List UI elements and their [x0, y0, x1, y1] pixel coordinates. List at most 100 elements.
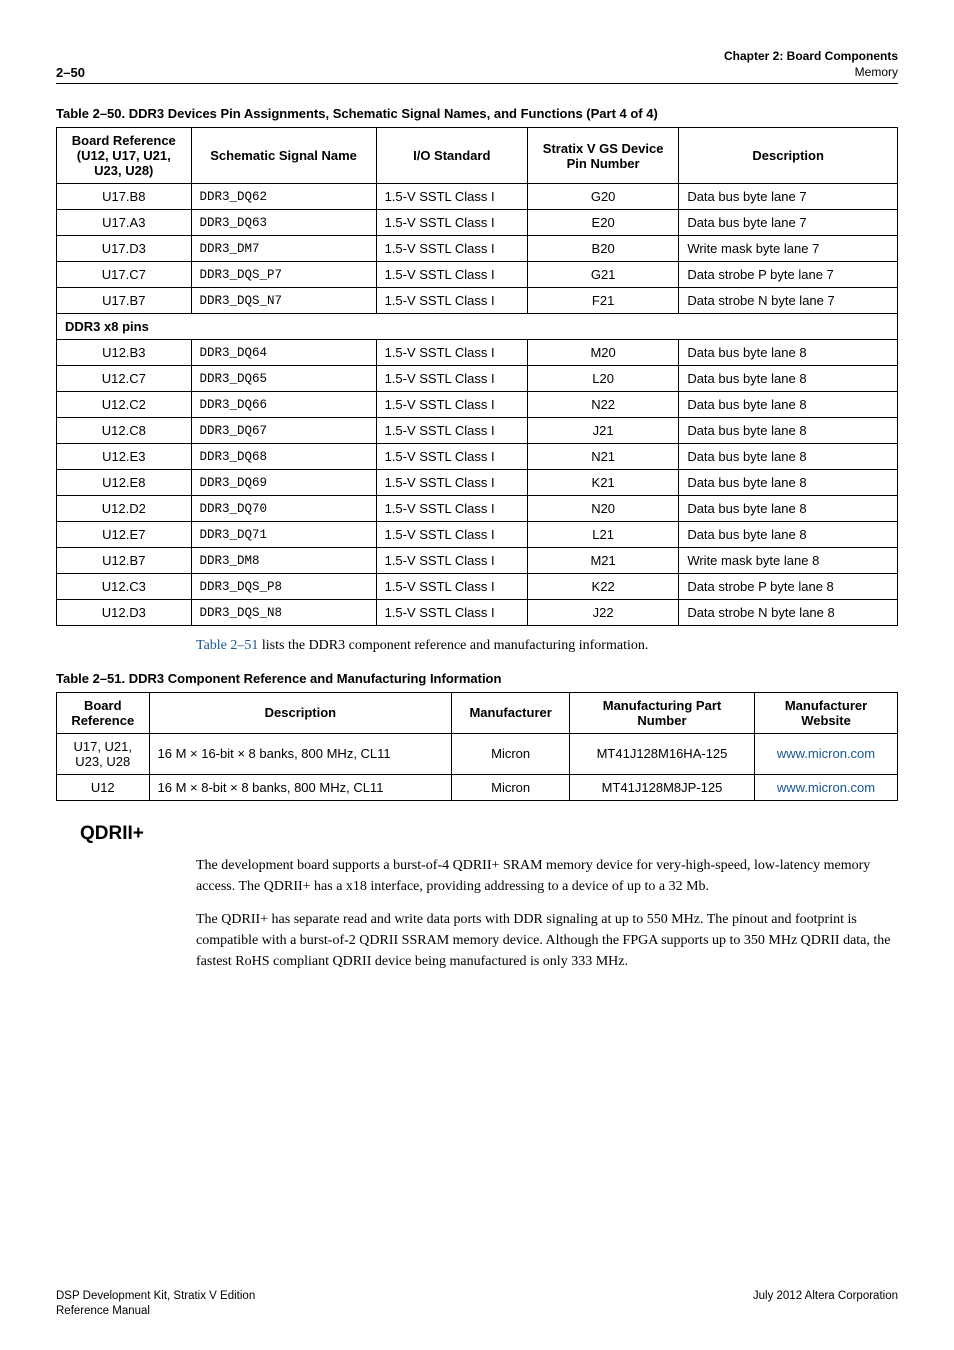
cell-ref: U12.E8	[57, 470, 192, 496]
table-row: U17, U21, U23, U2816 M × 16-bit × 8 bank…	[57, 733, 898, 774]
cell-part: MT41J128M16HA-125	[569, 733, 754, 774]
col-header: Schematic Signal Name	[191, 128, 376, 184]
cell-ref: U12.B7	[57, 548, 192, 574]
col-header: Board Reference (U12, U17, U21, U23, U28…	[57, 128, 192, 184]
cell-io: 1.5-V SSTL Class I	[376, 210, 527, 236]
cell-io: 1.5-V SSTL Class I	[376, 262, 527, 288]
cell-signal: DDR3_DQ71	[191, 522, 376, 548]
cell-mfr: Micron	[452, 733, 570, 774]
table-row: U1216 M × 8-bit × 8 banks, 800 MHz, CL11…	[57, 774, 898, 800]
cell-signal: DDR3_DQ66	[191, 392, 376, 418]
cell-ref: U12.C3	[57, 574, 192, 600]
cell-website[interactable]: www.micron.com	[755, 774, 898, 800]
cell-io: 1.5-V SSTL Class I	[376, 470, 527, 496]
table-row: U12.B3DDR3_DQ641.5-V SSTL Class IM20Data…	[57, 340, 898, 366]
col-header: Manufacturing Part Number	[569, 692, 754, 733]
cell-io: 1.5-V SSTL Class I	[376, 574, 527, 600]
cell-io: 1.5-V SSTL Class I	[376, 522, 527, 548]
cell-ref: U17.C7	[57, 262, 192, 288]
cell-pin: M21	[527, 548, 678, 574]
cell-website[interactable]: www.micron.com	[755, 733, 898, 774]
table-50-caption: Table 2–50. DDR3 Devices Pin Assignments…	[56, 106, 898, 121]
cell-desc: Data bus byte lane 8	[679, 366, 898, 392]
cell-pin: F21	[527, 288, 678, 314]
cell-desc: 16 M × 8-bit × 8 banks, 800 MHz, CL11	[149, 774, 452, 800]
cell-signal: DDR3_DQ68	[191, 444, 376, 470]
bridge-rest: lists the DDR3 component reference and m…	[258, 638, 648, 653]
col-header: Manufacturer	[452, 692, 570, 733]
cell-desc: Data strobe N byte lane 8	[679, 600, 898, 626]
cell-io: 1.5-V SSTL Class I	[376, 288, 527, 314]
cell-io: 1.5-V SSTL Class I	[376, 496, 527, 522]
cell-desc: Data strobe P byte lane 8	[679, 574, 898, 600]
section-cell: DDR3 x8 pins	[57, 314, 898, 340]
cell-ref: U12.B3	[57, 340, 192, 366]
cell-desc: Data bus byte lane 8	[679, 522, 898, 548]
table-header-row: Board Reference (U12, U17, U21, U23, U28…	[57, 128, 898, 184]
cell-desc: Data bus byte lane 8	[679, 392, 898, 418]
cell-desc: Data bus byte lane 7	[679, 210, 898, 236]
table-row: U17.B7DDR3_DQS_N71.5-V SSTL Class IF21Da…	[57, 288, 898, 314]
cell-pin: N22	[527, 392, 678, 418]
cell-io: 1.5-V SSTL Class I	[376, 236, 527, 262]
cell-signal: DDR3_DQ67	[191, 418, 376, 444]
table-51: Board Reference Description Manufacturer…	[56, 692, 898, 801]
cell-pin: G20	[527, 184, 678, 210]
cell-ref: U17, U21, U23, U28	[57, 733, 150, 774]
table-row: U12.E7DDR3_DQ711.5-V SSTL Class IL21Data…	[57, 522, 898, 548]
cell-ref: U12.D2	[57, 496, 192, 522]
cell-pin: E20	[527, 210, 678, 236]
page-footer: DSP Development Kit, Stratix V Edition R…	[56, 1289, 898, 1320]
cell-signal: DDR3_DQ69	[191, 470, 376, 496]
cell-io: 1.5-V SSTL Class I	[376, 184, 527, 210]
cell-ref: U12.C7	[57, 366, 192, 392]
cell-pin: G21	[527, 262, 678, 288]
table-row: U12.D3DDR3_DQS_N81.5-V SSTL Class IJ22Da…	[57, 600, 898, 626]
cell-desc: Data bus byte lane 8	[679, 444, 898, 470]
cell-pin: N20	[527, 496, 678, 522]
cell-ref: U17.D3	[57, 236, 192, 262]
cell-desc: Write mask byte lane 8	[679, 548, 898, 574]
cell-signal: DDR3_DM7	[191, 236, 376, 262]
cell-io: 1.5-V SSTL Class I	[376, 392, 527, 418]
bridge-paragraph: Table 2–51 lists the DDR3 component refe…	[196, 636, 898, 656]
table-row: U12.D2DDR3_DQ701.5-V SSTL Class IN20Data…	[57, 496, 898, 522]
table-row: U12.C2DDR3_DQ661.5-V SSTL Class IN22Data…	[57, 392, 898, 418]
cell-desc: Data bus byte lane 7	[679, 184, 898, 210]
cell-signal: DDR3_DM8	[191, 548, 376, 574]
cell-desc: 16 M × 16-bit × 8 banks, 800 MHz, CL11	[149, 733, 452, 774]
qdr-paragraph-2: The QDRII+ has separate read and write d…	[196, 909, 898, 972]
section-label: Memory	[724, 64, 898, 80]
table-ref-link[interactable]: Table 2–51	[196, 638, 258, 653]
qdrii-heading: QDRII+	[80, 823, 898, 845]
cell-signal: DDR3_DQ70	[191, 496, 376, 522]
cell-part: MT41J128M8JP-125	[569, 774, 754, 800]
footer-left: DSP Development Kit, Stratix V Edition R…	[56, 1289, 255, 1320]
cell-pin: K21	[527, 470, 678, 496]
table-row: U17.C7DDR3_DQS_P71.5-V SSTL Class IG21Da…	[57, 262, 898, 288]
cell-desc: Data bus byte lane 8	[679, 470, 898, 496]
table-51-caption: Table 2–51. DDR3 Component Reference and…	[56, 671, 898, 686]
table-row: U17.A3DDR3_DQ631.5-V SSTL Class IE20Data…	[57, 210, 898, 236]
footer-subtitle: Reference Manual	[56, 1304, 255, 1320]
cell-io: 1.5-V SSTL Class I	[376, 418, 527, 444]
page-header: 2–50 Chapter 2: Board Components Memory	[56, 48, 898, 84]
cell-io: 1.5-V SSTL Class I	[376, 444, 527, 470]
cell-desc: Data strobe P byte lane 7	[679, 262, 898, 288]
cell-signal: DDR3_DQ65	[191, 366, 376, 392]
cell-desc: Data strobe N byte lane 7	[679, 288, 898, 314]
cell-signal: DDR3_DQS_P8	[191, 574, 376, 600]
header-right: Chapter 2: Board Components Memory	[724, 48, 898, 80]
table-row: U17.D3DDR3_DM71.5-V SSTL Class IB20Write…	[57, 236, 898, 262]
col-header: Description	[679, 128, 898, 184]
table-row: U12.E3DDR3_DQ681.5-V SSTL Class IN21Data…	[57, 444, 898, 470]
qdr-paragraph-1: The development board supports a burst-o…	[196, 855, 898, 897]
col-header: Manufacturer Website	[755, 692, 898, 733]
cell-mfr: Micron	[452, 774, 570, 800]
cell-ref: U17.B8	[57, 184, 192, 210]
cell-ref: U12.E3	[57, 444, 192, 470]
cell-ref: U17.B7	[57, 288, 192, 314]
cell-signal: DDR3_DQS_N8	[191, 600, 376, 626]
cell-signal: DDR3_DQ64	[191, 340, 376, 366]
cell-signal: DDR3_DQS_N7	[191, 288, 376, 314]
